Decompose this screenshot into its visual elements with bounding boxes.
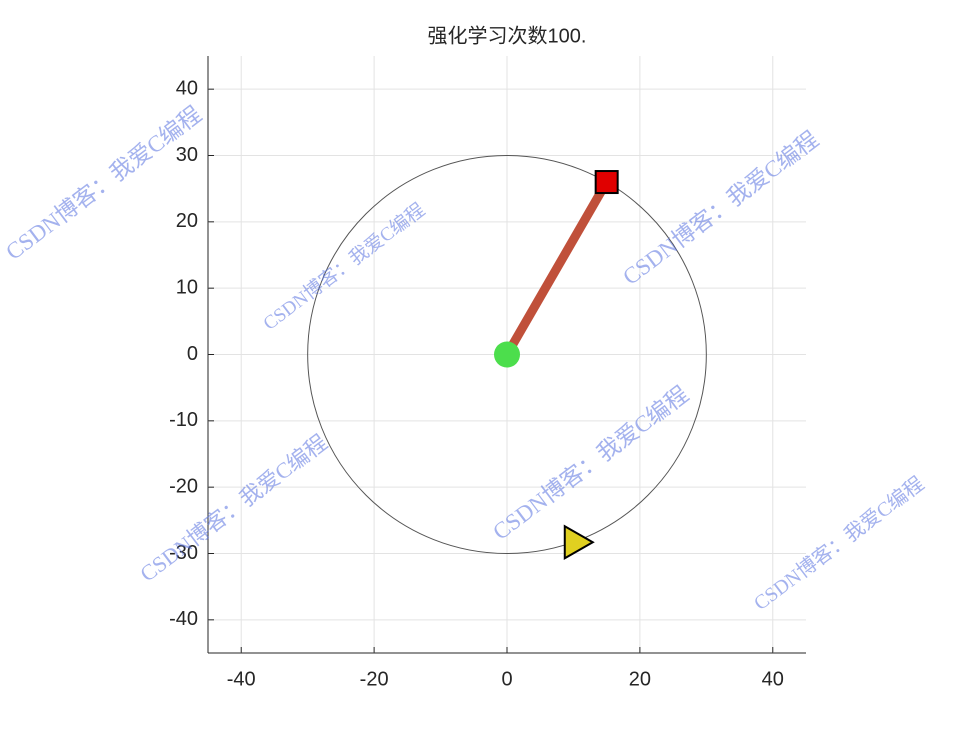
agent-point — [563, 524, 595, 560]
watermark: CSDN博客：我爱C编程 — [135, 430, 332, 587]
watermark: CSDN博客：我爱C编程 — [749, 472, 928, 615]
x-tick-label: 0 — [501, 668, 512, 690]
y-tick-label: 0 — [187, 343, 198, 365]
target-point — [594, 170, 619, 195]
x-tick-label: 40 — [762, 668, 784, 690]
rod — [503, 179, 611, 357]
y-tick-label: -30 — [169, 542, 198, 564]
x-tick-label: -40 — [227, 668, 256, 690]
origin-point — [494, 341, 520, 368]
y-tick-label: 10 — [176, 276, 198, 298]
x-tick-label: 20 — [629, 668, 651, 690]
y-tick-label: -10 — [169, 409, 198, 431]
y-tick-label: -20 — [169, 475, 198, 497]
y-tick-label: -40 — [169, 608, 198, 630]
x-tick-label: -20 — [360, 668, 389, 690]
watermark: CSDN博客：我爱C编程 — [259, 199, 429, 335]
y-tick-label: 20 — [176, 210, 198, 232]
chart-title: 强化学习次数100. — [428, 24, 587, 47]
y-tick-label: 40 — [176, 77, 198, 99]
watermark: CSDN博客：我爱C编程 — [488, 382, 693, 545]
circle — [307, 155, 707, 554]
y-tick-label: 30 — [176, 144, 198, 166]
watermark: CSDN博客：我爱C编程 — [618, 127, 823, 290]
watermark: CSDN博客：我爱C编程 — [1, 102, 206, 265]
